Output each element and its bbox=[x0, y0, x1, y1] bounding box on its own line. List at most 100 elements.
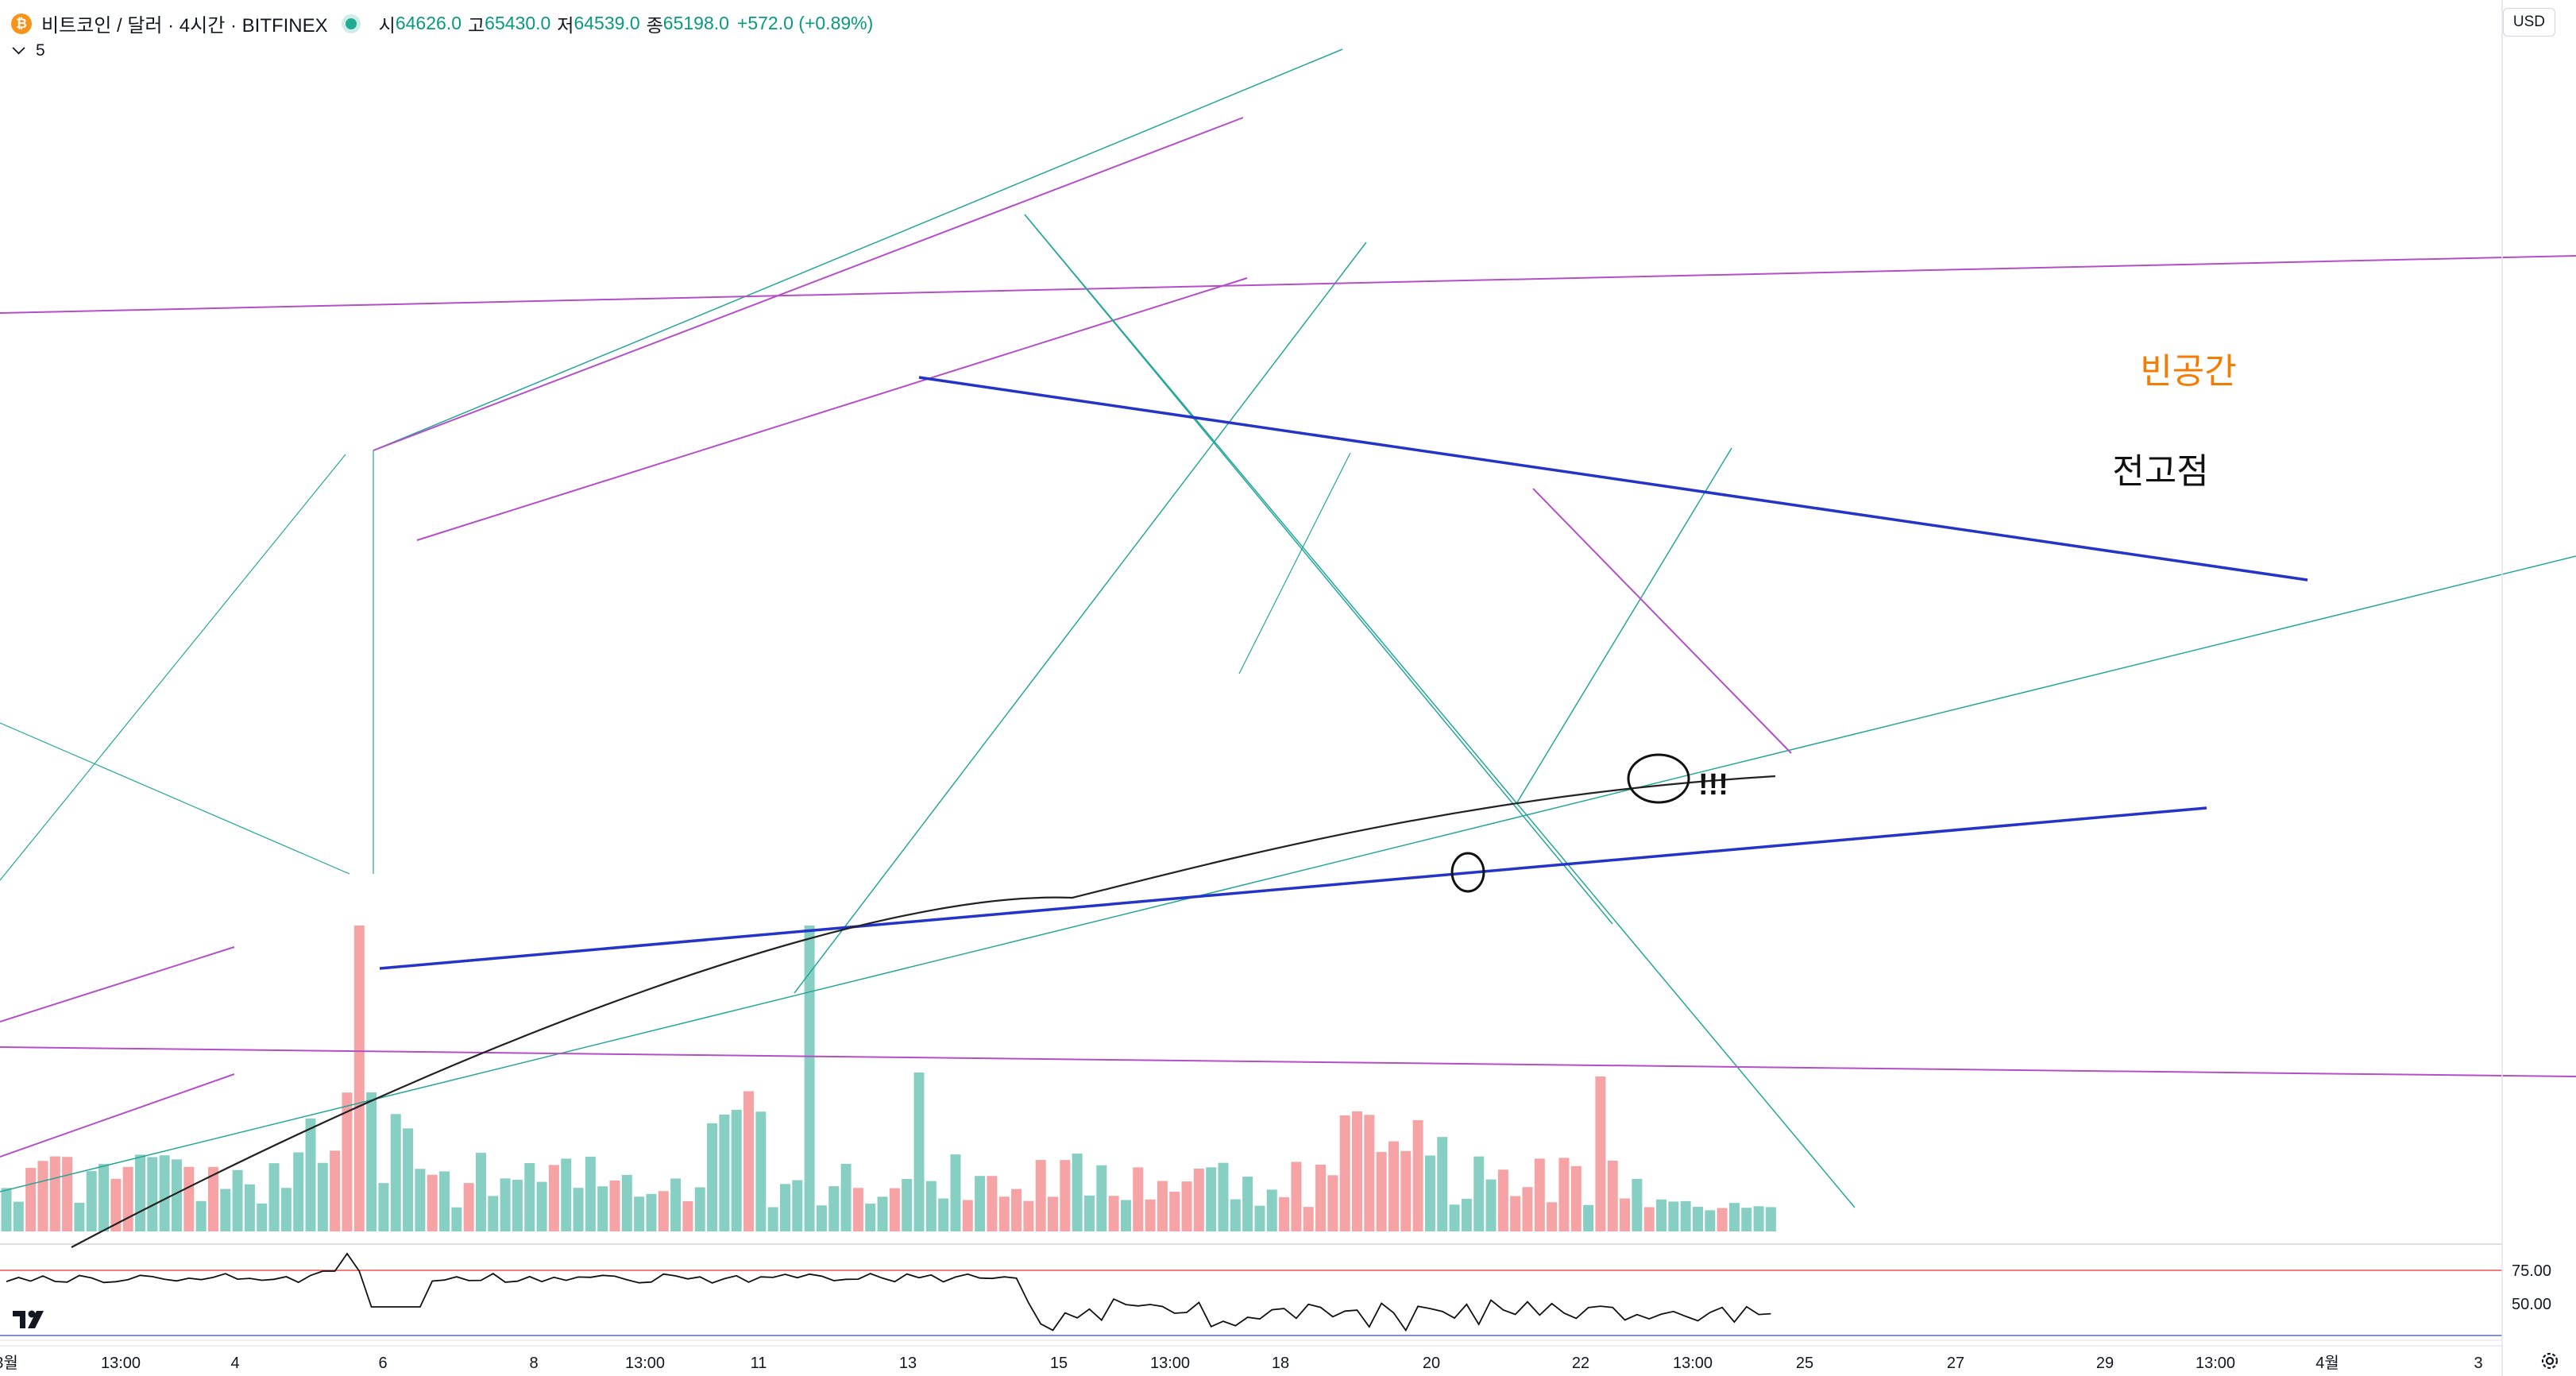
time-tick-label: 13:00 bbox=[625, 1355, 665, 1372]
volume-bar bbox=[1497, 1169, 1508, 1231]
volume-bar bbox=[1, 1188, 12, 1231]
trendline bbox=[1024, 214, 1856, 1208]
trendline bbox=[1516, 447, 1732, 803]
previous-high-label: 전고점 bbox=[2112, 452, 2208, 491]
volume-bar bbox=[1522, 1187, 1533, 1231]
volume-bar bbox=[1023, 1200, 1034, 1231]
high-value: 65430.0 bbox=[485, 13, 551, 33]
volume-bar bbox=[719, 1114, 730, 1231]
volume-bar bbox=[743, 1091, 755, 1231]
annotation-marks-layer bbox=[1450, 753, 1690, 893]
volume-bar bbox=[1218, 1162, 1229, 1231]
volume-bar bbox=[925, 1181, 937, 1231]
volume-bar bbox=[1632, 1178, 1643, 1231]
volume-bar bbox=[403, 1128, 414, 1231]
trendline bbox=[1238, 452, 1351, 674]
indicator-legend: 5 bbox=[11, 41, 45, 60]
high-label: 고 bbox=[467, 14, 485, 36]
volume-bar bbox=[1424, 1155, 1435, 1231]
volume-bar bbox=[852, 1188, 863, 1231]
volume-bar bbox=[792, 1180, 803, 1231]
volume-bar bbox=[220, 1189, 231, 1231]
volume-bar bbox=[597, 1186, 608, 1231]
trendline bbox=[794, 242, 1367, 994]
volume-bar bbox=[987, 1176, 998, 1231]
volume-bar bbox=[913, 1073, 925, 1231]
volume-bar bbox=[244, 1184, 255, 1231]
volume-bar bbox=[1266, 1189, 1277, 1231]
volume-bar bbox=[1035, 1160, 1046, 1231]
volume-bar bbox=[1607, 1160, 1618, 1231]
volume-bar bbox=[62, 1157, 73, 1231]
volume-bar bbox=[268, 1163, 280, 1231]
rsi-pane bbox=[0, 1243, 2502, 1341]
volume-bar bbox=[195, 1200, 207, 1231]
volume-bar bbox=[1485, 1179, 1497, 1231]
drawings-layer bbox=[0, 48, 2576, 1208]
volume-bar bbox=[1060, 1160, 1071, 1231]
symbol-legend: ₿ 비트코인 / 달러 · 4시간 · BITFINEX 시 64626.0 고… bbox=[11, 10, 875, 37]
volume-bar bbox=[74, 1202, 85, 1231]
volume-bar bbox=[1656, 1199, 1667, 1231]
volume-bar bbox=[1327, 1175, 1338, 1231]
volume-bar bbox=[840, 1163, 852, 1231]
volume-bar bbox=[828, 1186, 840, 1231]
close-label: 종 bbox=[646, 14, 663, 36]
open-value: 64626.0 bbox=[395, 13, 462, 33]
time-tick-label: 15 bbox=[1050, 1355, 1068, 1372]
trendline bbox=[0, 946, 235, 1022]
volume-bar bbox=[902, 1178, 913, 1231]
ascending-trendline bbox=[379, 806, 2207, 970]
volume-bar bbox=[1668, 1201, 1679, 1231]
trendline bbox=[1532, 488, 1792, 754]
time-tick-label: 18 bbox=[1272, 1355, 1289, 1372]
volume-bar bbox=[561, 1158, 572, 1231]
market-open-icon bbox=[345, 17, 357, 29]
volume-bar bbox=[755, 1111, 767, 1231]
volume-bar bbox=[1157, 1181, 1168, 1231]
volume-bar bbox=[670, 1178, 682, 1231]
gear-icon[interactable] bbox=[2539, 1351, 2560, 1371]
volume-bar bbox=[609, 1180, 620, 1231]
currency-button[interactable]: USD bbox=[2502, 8, 2555, 37]
volume-bar bbox=[1765, 1207, 1776, 1231]
trendline bbox=[1024, 214, 1613, 925]
descending-trendline bbox=[918, 376, 2308, 582]
volume-bar bbox=[573, 1188, 584, 1231]
time-tick-label: 27 bbox=[1947, 1355, 1964, 1372]
trendline bbox=[373, 48, 1343, 451]
volume-bar bbox=[1717, 1208, 1728, 1231]
volume-bar bbox=[1449, 1204, 1460, 1231]
volume-bar bbox=[451, 1207, 462, 1231]
volume-bar bbox=[767, 1207, 778, 1231]
price-axis[interactable]: 76000.075000.074000.073000.072000.071000… bbox=[2501, 0, 2570, 1376]
volume-bar bbox=[536, 1181, 547, 1231]
chevron-down-icon[interactable] bbox=[12, 41, 25, 55]
close-value: 65198.0 bbox=[662, 13, 729, 33]
volume-bar bbox=[998, 1196, 1010, 1231]
volume-bar bbox=[865, 1204, 876, 1231]
rsi-line bbox=[6, 1252, 1771, 1332]
trendline bbox=[0, 722, 350, 875]
volume-bar bbox=[366, 1092, 377, 1231]
tradingview-logo[interactable] bbox=[11, 1308, 54, 1332]
trendline bbox=[0, 1073, 235, 1158]
volume-bar bbox=[232, 1169, 243, 1231]
volume-bar bbox=[37, 1161, 48, 1231]
volume-bar bbox=[207, 1166, 218, 1231]
volume-bar bbox=[950, 1154, 961, 1231]
volume-bar bbox=[1412, 1120, 1423, 1231]
volume-bar bbox=[512, 1180, 523, 1231]
volume-bar bbox=[463, 1183, 474, 1231]
trendline bbox=[0, 555, 2576, 1192]
volume-bar bbox=[1510, 1196, 1521, 1231]
time-axis[interactable]: 3월 13:00 4 6 8 13:00 11 13 15 13:00 18 20 22 13:00 25 2… bbox=[0, 1345, 2502, 1372]
gap-zone-label: 빈공간 bbox=[2140, 352, 2236, 391]
volume-bar bbox=[1680, 1200, 1691, 1231]
volume-bar bbox=[488, 1196, 499, 1231]
volume-bar bbox=[110, 1178, 122, 1231]
volume-bar bbox=[1206, 1167, 1217, 1231]
symbol-title[interactable]: 비트코인 / 달러 · 4시간 · BITFINEX bbox=[41, 15, 328, 37]
volume-bar bbox=[1254, 1205, 1265, 1231]
